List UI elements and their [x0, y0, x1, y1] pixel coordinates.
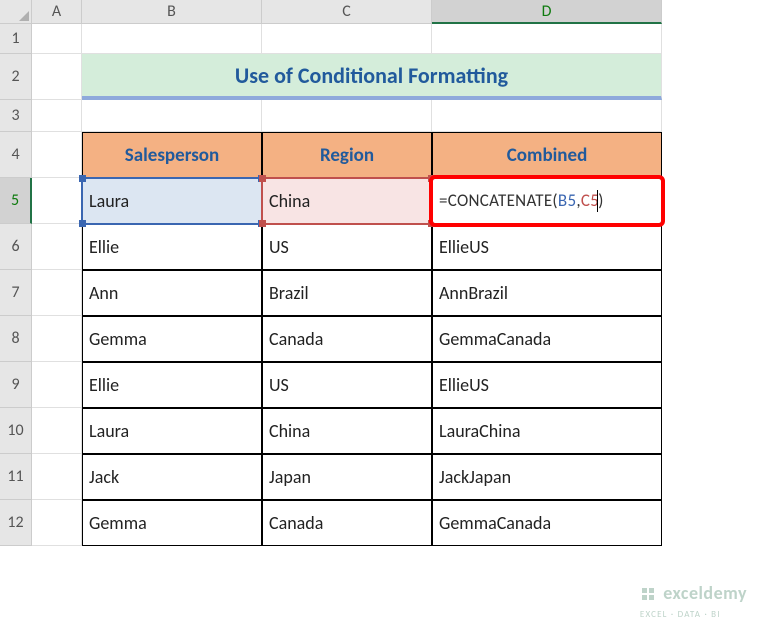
cell-C10[interactable]: China — [262, 408, 432, 454]
cell-B8[interactable]: Gemma — [82, 316, 262, 362]
cell-B3[interactable] — [82, 100, 262, 132]
header-salesperson: Salesperson — [82, 132, 262, 178]
cell-B6[interactable]: Ellie — [82, 224, 262, 270]
cell-C5[interactable]: China — [262, 178, 432, 224]
cell-B12[interactable]: Gemma — [82, 500, 262, 546]
cell-C6[interactable]: US — [262, 224, 432, 270]
cell-A11[interactable] — [32, 454, 82, 500]
header-region: Region — [262, 132, 432, 178]
cell-A8[interactable] — [32, 316, 82, 362]
row-header-3[interactable]: 3 — [0, 100, 32, 132]
select-all-corner[interactable] — [0, 0, 32, 24]
watermark-brand: exceldemy — [663, 582, 747, 604]
cell-A12[interactable] — [32, 500, 82, 546]
cell-B5[interactable]: Laura — [82, 178, 262, 224]
column-headers: ABCD — [32, 0, 662, 24]
cell-C11[interactable]: Japan — [262, 454, 432, 500]
cell-B11[interactable]: Jack — [82, 454, 262, 500]
cell-D12[interactable]: GemmaCanada — [432, 500, 662, 546]
cell-A1[interactable] — [32, 24, 82, 54]
row-header-12[interactable]: 12 — [0, 500, 32, 546]
cell-A10[interactable] — [32, 408, 82, 454]
cell-C9[interactable]: US — [262, 362, 432, 408]
cell-A3[interactable] — [32, 100, 82, 132]
watermark-tagline: EXCEL · DATA · BI — [640, 609, 721, 620]
cell-D9[interactable]: EllieUS — [432, 362, 662, 408]
cell-B7[interactable]: Ann — [82, 270, 262, 316]
cell-A7[interactable] — [32, 270, 82, 316]
row-header-6[interactable]: 6 — [0, 224, 32, 270]
row-header-4[interactable]: 4 — [0, 132, 32, 178]
cell-B1[interactable] — [82, 24, 262, 54]
cell-A2[interactable] — [32, 54, 82, 100]
spreadsheet-grid: ABCD 123456789101112 Use of Conditional … — [0, 0, 767, 640]
header-combined: Combined — [432, 132, 662, 178]
column-header-A[interactable]: A — [32, 0, 82, 24]
cell-A9[interactable] — [32, 362, 82, 408]
cell-A5[interactable] — [32, 178, 82, 224]
cell-D5-formula[interactable]: =CONCATENATE(B5,C5) — [432, 178, 662, 224]
row-header-11[interactable]: 11 — [0, 454, 32, 500]
row-headers: 123456789101112 — [0, 24, 32, 546]
title-cell: Use of Conditional Formatting — [82, 54, 662, 100]
cell-B9[interactable]: Ellie — [82, 362, 262, 408]
column-header-B[interactable]: B — [82, 0, 262, 24]
row-header-5[interactable]: 5 — [0, 178, 32, 224]
cell-D11[interactable]: JackJapan — [432, 454, 662, 500]
cell-C8[interactable]: Canada — [262, 316, 432, 362]
cell-D8[interactable]: GemmaCanada — [432, 316, 662, 362]
column-header-C[interactable]: C — [262, 0, 432, 24]
cell-D3[interactable] — [432, 100, 662, 132]
cell-C1[interactable] — [262, 24, 432, 54]
column-header-D[interactable]: D — [432, 0, 662, 24]
cell-D1[interactable] — [432, 24, 662, 54]
cell-A6[interactable] — [32, 224, 82, 270]
cell-D7[interactable]: AnnBrazil — [432, 270, 662, 316]
watermark-icon — [640, 586, 656, 607]
watermark: exceldemy EXCEL · DATA · BI — [640, 584, 747, 622]
cell-C12[interactable]: Canada — [262, 500, 432, 546]
cell-C3[interactable] — [262, 100, 432, 132]
cell-B10[interactable]: Laura — [82, 408, 262, 454]
cells-area: Use of Conditional Formatting Salesperson… — [32, 24, 662, 546]
cell-D10[interactable]: LauraChina — [432, 408, 662, 454]
row-header-8[interactable]: 8 — [0, 316, 32, 362]
row-header-10[interactable]: 10 — [0, 408, 32, 454]
row-header-2[interactable]: 2 — [0, 54, 32, 100]
cell-C7[interactable]: Brazil — [262, 270, 432, 316]
cell-A4[interactable] — [32, 132, 82, 178]
cell-D6[interactable]: EllieUS — [432, 224, 662, 270]
row-header-9[interactable]: 9 — [0, 362, 32, 408]
row-header-7[interactable]: 7 — [0, 270, 32, 316]
row-header-1[interactable]: 1 — [0, 24, 32, 54]
